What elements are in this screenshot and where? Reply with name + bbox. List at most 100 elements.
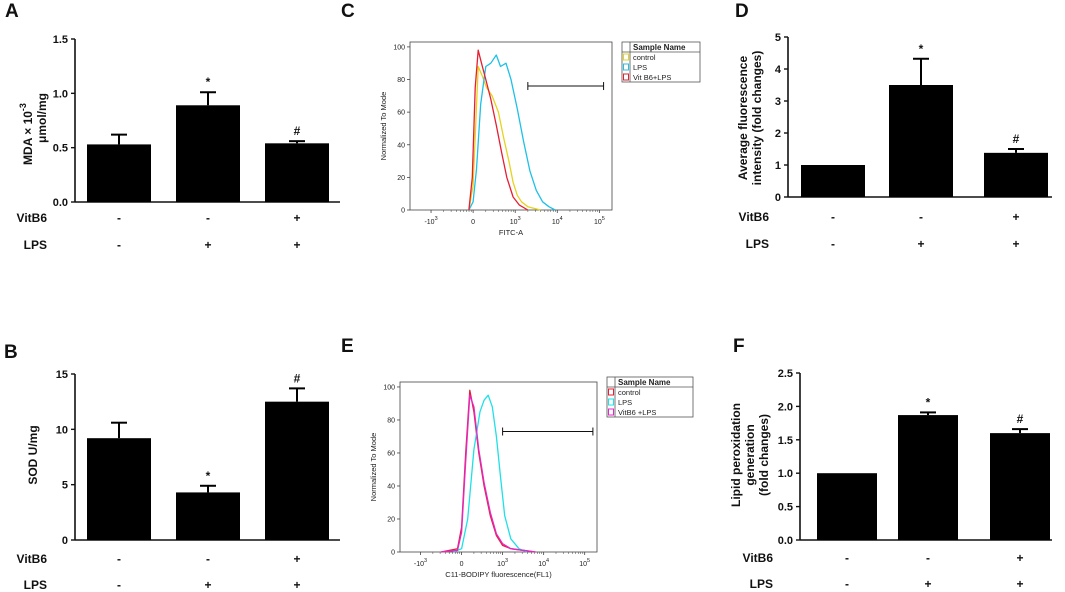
bar-chart-mda: 0.0 0.5 1.0 1.5 * # VitB6 - - + LPS - + + (17, 34, 340, 252)
condition-sign: - (117, 238, 121, 252)
condition-sign: + (293, 238, 300, 252)
bar (265, 401, 329, 540)
significance-mark: # (294, 371, 301, 385)
condition-sign: - (117, 578, 121, 592)
histogram-line-vit-b6-lps (468, 49, 529, 211)
legend-swatch (623, 63, 629, 71)
condition-sign: + (924, 577, 931, 591)
y-tick-label: 2.0 (778, 401, 793, 413)
y-tick-label: 20 (397, 175, 405, 182)
legend-entry: Vit B6+LPS (633, 73, 671, 82)
y-tick-label: 0 (62, 535, 68, 547)
panel-letter-d: D (735, 1, 749, 22)
significance-mark: # (1017, 412, 1024, 426)
x-tick-label: 105 (579, 558, 590, 568)
fluorescence-ylabel-line1: Average fluorescence (736, 56, 750, 181)
bar (990, 433, 1050, 540)
x-tick-label: 103 (497, 558, 508, 568)
condition-sign: - (117, 211, 121, 225)
y-tick-label: 0.0 (53, 197, 68, 209)
plot-frame (409, 41, 613, 211)
bar (87, 438, 151, 540)
significance-mark: * (206, 469, 211, 483)
histogram-line-vitb6-lps (440, 394, 536, 553)
y-tick-label: 100 (393, 44, 405, 51)
condition-sign: - (926, 551, 930, 565)
y-tick-label: 3 (775, 96, 781, 108)
significance-mark: # (294, 124, 301, 138)
legend-entry: VitB6 +LPS (618, 408, 656, 417)
y-tick-label: 0.5 (53, 143, 68, 155)
condition-label: VitB6 (739, 210, 770, 224)
y-tick-label: 2.5 (778, 368, 793, 380)
y-tick-label: 40 (387, 483, 395, 490)
x-tick-label: 103 (510, 216, 521, 226)
legend-entry: LPS (618, 398, 632, 407)
y-tick-label: 4 (775, 64, 782, 76)
panel-letter-f: F (733, 336, 745, 357)
histogram-line-control (468, 65, 541, 211)
condition-sign: + (1012, 210, 1019, 224)
y-tick-label: 60 (387, 450, 395, 457)
bar (176, 492, 240, 540)
condition-sign: - (831, 237, 835, 251)
legend-swatch (608, 388, 614, 396)
fluorescence-ylabel-line2: intensity (fold changes) (750, 51, 764, 186)
x-axis-label: FITC-A (499, 228, 523, 237)
condition-sign: + (204, 578, 211, 592)
lipid-ylabel-line2: generation (743, 424, 757, 485)
histogram-line-control (440, 389, 536, 553)
x-tick-label: 104 (552, 216, 563, 226)
panel-letter-c: C (341, 1, 355, 22)
flow-histogram-fitc: 0 20 40 60 80 100 -103 0 103 104 105 FITC-A Normaliz… (379, 41, 701, 237)
bar (817, 473, 877, 540)
condition-sign: + (917, 237, 924, 251)
x-tick-label: -103 (424, 216, 437, 226)
lipid-ylabel-line3: (fold changes) (757, 414, 771, 496)
y-tick-label: 80 (387, 417, 395, 424)
lipid-ylabel-line1: Lipid peroxidation (729, 403, 743, 507)
x-tick-label: 0 (460, 561, 464, 568)
significance-mark: * (206, 75, 211, 89)
legend-swatch (608, 408, 614, 416)
y-tick-label: 15 (56, 369, 68, 381)
y-tick-label: 0.0 (778, 535, 793, 547)
mda-ylabel-line2: μmol/mg (35, 93, 49, 143)
legend-title: Sample Name (633, 43, 686, 52)
y-axis-label: Normalized To Mode (369, 433, 378, 502)
condition-sign: + (1012, 237, 1019, 251)
condition-sign: - (117, 552, 121, 566)
panel-letter-b: B (4, 342, 18, 363)
condition-sign: - (206, 552, 210, 566)
condition-label: VitB6 (17, 211, 48, 225)
bar (801, 165, 865, 197)
bar (176, 105, 240, 202)
y-tick-label: 80 (397, 77, 405, 84)
bar-chart-sod: 0 5 10 15 * # VitB6 - - + LPS - + + (17, 369, 340, 592)
y-tick-label: 5 (775, 32, 781, 44)
significance-mark: * (926, 395, 931, 409)
y-tick-label: 0 (775, 192, 781, 204)
significance-mark: * (919, 42, 924, 56)
mda-ylabel-line1: MDA × 10-3 (18, 103, 35, 165)
y-tick-label: 40 (397, 142, 405, 149)
y-tick-label: 5 (62, 480, 68, 492)
condition-label: LPS (24, 238, 47, 252)
histogram-line-lps (453, 394, 528, 553)
panel-letter-e: E (341, 336, 354, 357)
condition-label: LPS (24, 578, 47, 592)
x-tick-label: 0 (471, 219, 475, 226)
condition-sign: - (919, 210, 923, 224)
legend-swatch (623, 53, 629, 61)
x-axis-label: C11-BODIPY fluorescence(FL1) (445, 570, 552, 579)
bar (984, 152, 1048, 197)
bar-chart-fluorescence: 0 1 2 3 4 5 * # VitB6 - - + LPS - + + (739, 32, 1052, 251)
legend-box (606, 376, 694, 418)
sod-ylabel: SOD U/mg (26, 425, 40, 484)
legend-title: Sample Name (618, 378, 671, 387)
condition-sign: - (206, 211, 210, 225)
bar (265, 143, 329, 202)
y-tick-label: 1.0 (53, 88, 68, 100)
y-tick-label: 20 (387, 516, 395, 523)
y-tick-label: 0 (391, 550, 395, 557)
